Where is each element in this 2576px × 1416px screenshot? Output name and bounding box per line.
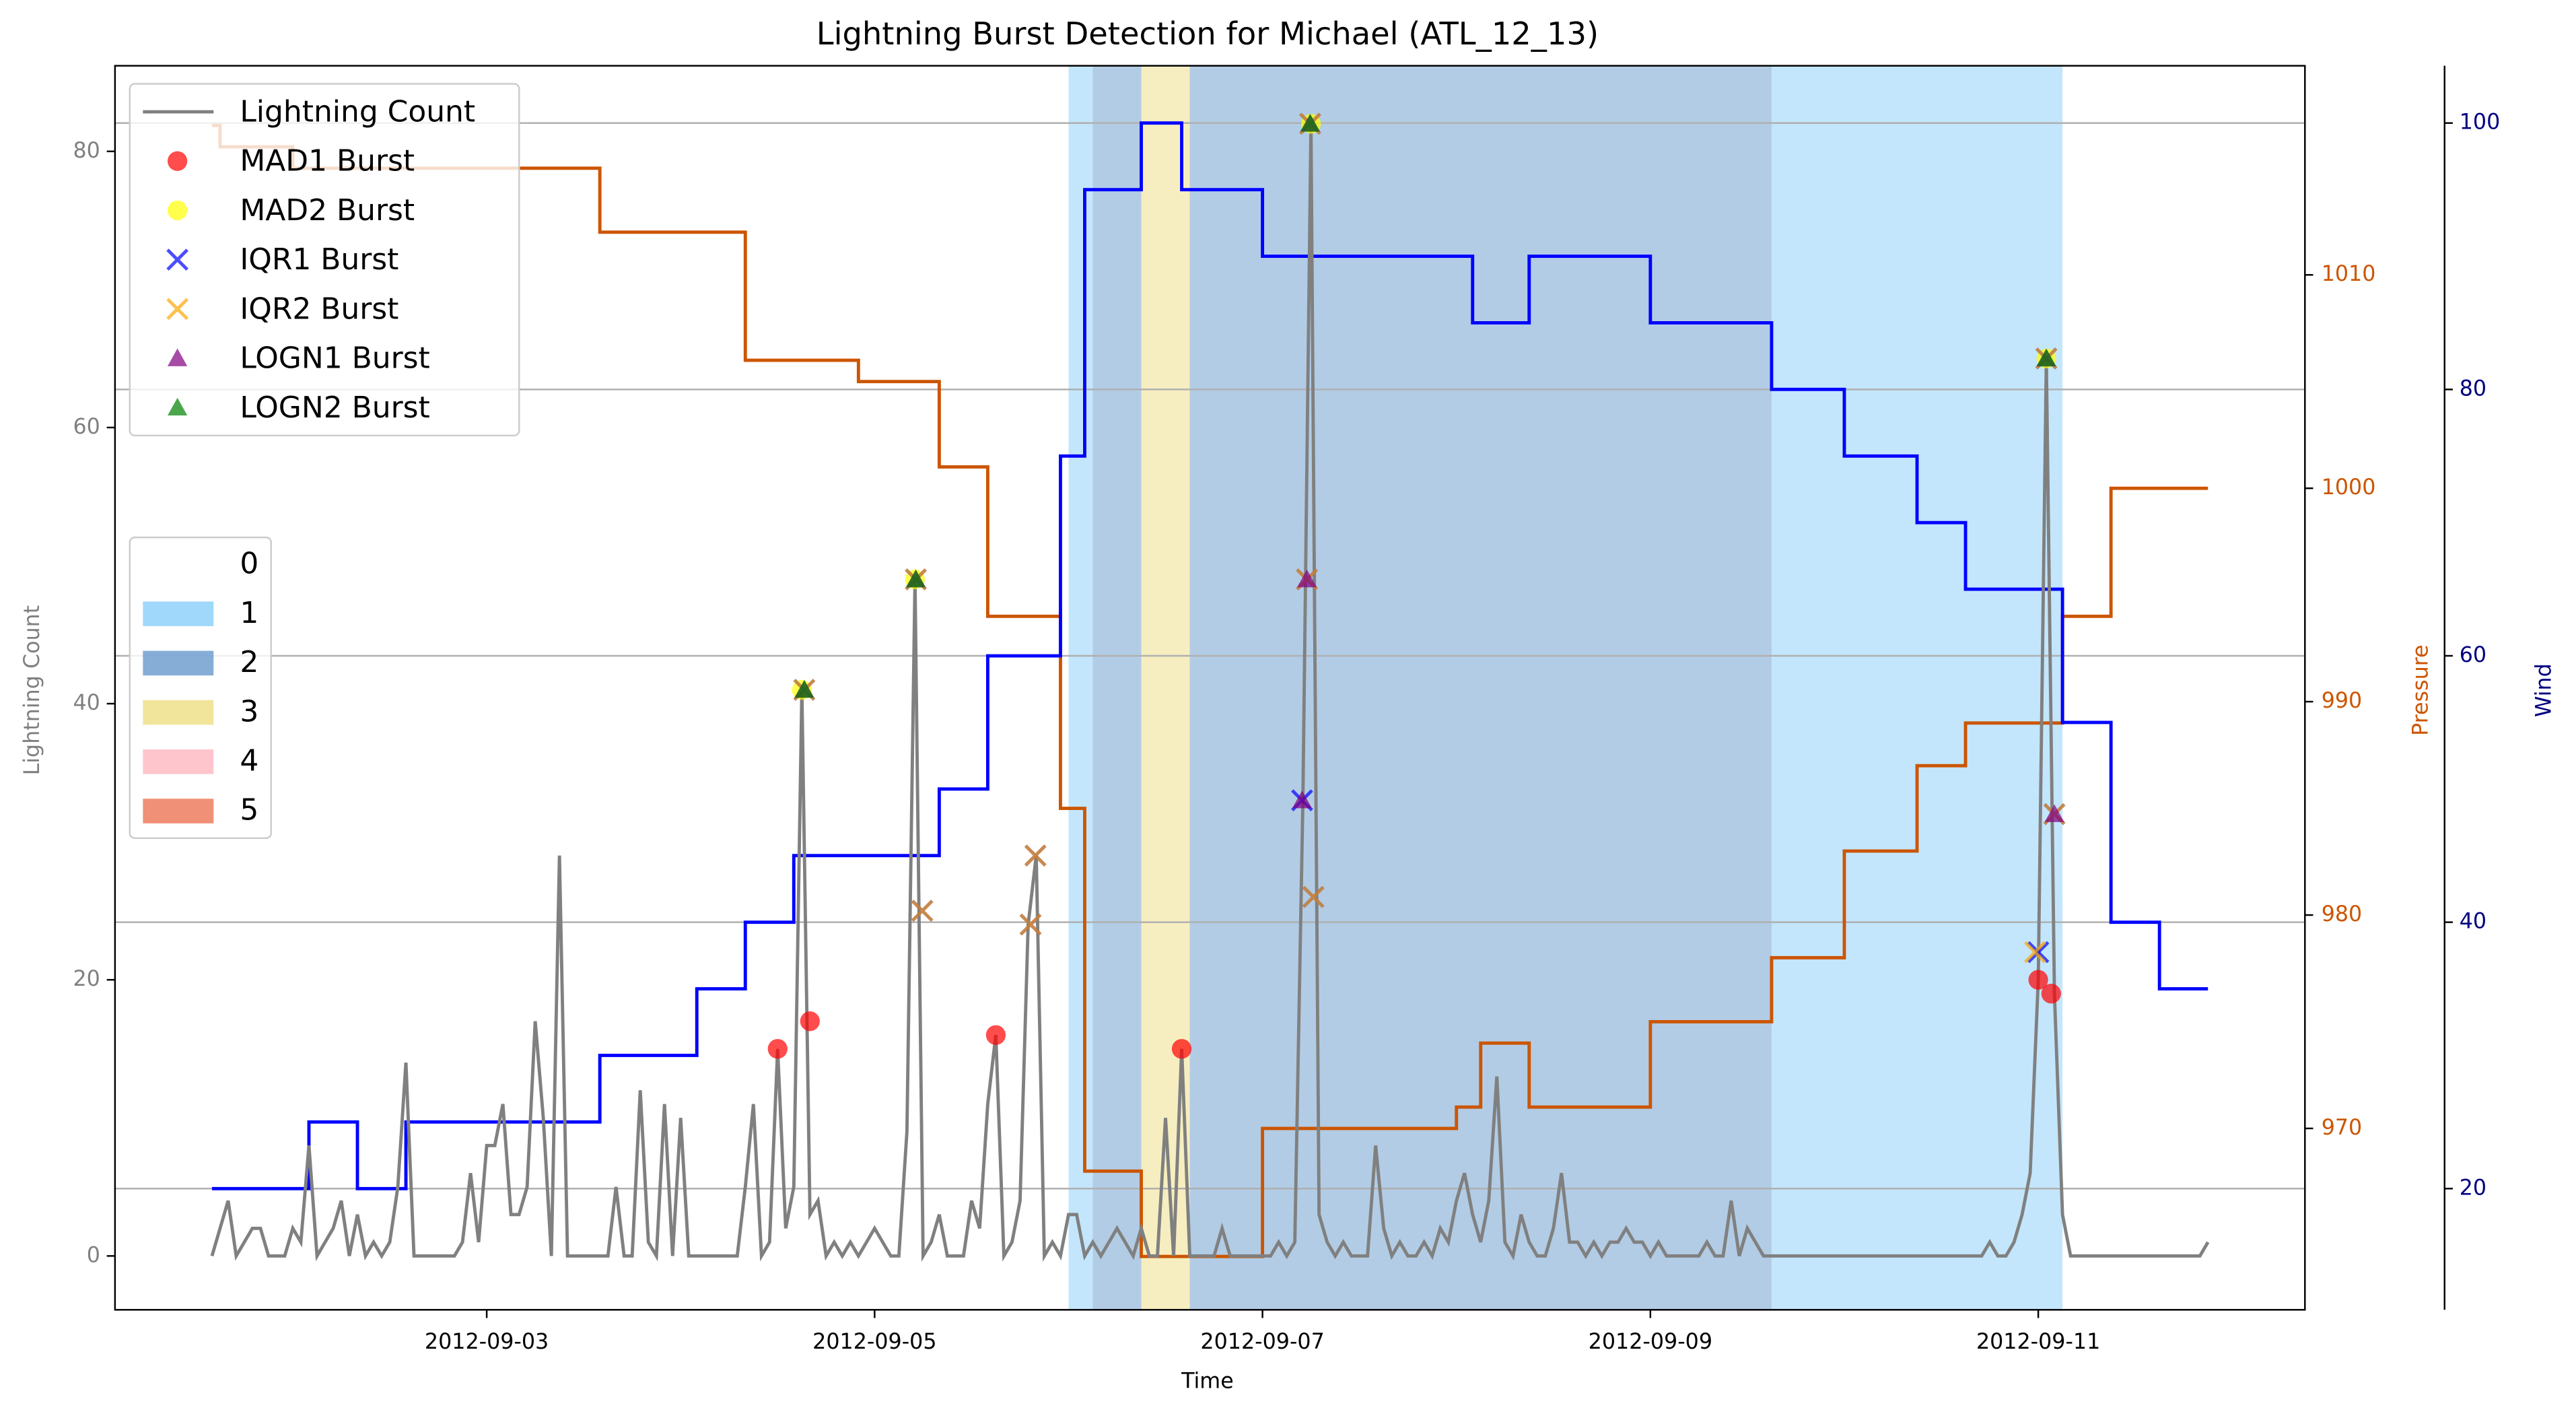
pressure-tick-label: 1000 <box>2322 475 2376 500</box>
marks-layer <box>767 112 2066 1059</box>
lines-layer <box>210 121 2210 1262</box>
y-tick-label: 20 <box>73 967 100 991</box>
burst-marker <box>794 679 814 698</box>
legend-label: LOGN1 Burst <box>240 341 429 376</box>
burst-marker <box>167 151 188 171</box>
category-legend-swatch <box>143 650 214 676</box>
burst-marker <box>167 397 188 416</box>
category-span <box>1092 65 1142 1310</box>
category-legend-swatch <box>143 601 214 626</box>
wind-tick-label: 60 <box>2460 643 2486 667</box>
category-span <box>1068 65 1093 1310</box>
burst-marker <box>2036 348 2056 367</box>
legend-label: LOGN2 Burst <box>240 391 429 425</box>
x-tick-label: 2012-09-03 <box>425 1330 549 1354</box>
legend-box <box>129 83 520 437</box>
axes-layer: Lightning Burst Detection for Michael (A… <box>20 15 2556 1393</box>
category-legend-swatch <box>143 749 214 774</box>
category-legend-label: 0 <box>240 547 258 581</box>
burst-marker <box>1171 1039 1192 1059</box>
legend-label: MAD1 Burst <box>240 144 415 178</box>
wind-axis-label: Wind <box>2532 663 2556 717</box>
legend-label: MAD2 Burst <box>240 193 415 228</box>
legend: Lightning Count MAD1 Burst MAD2 Burst IQR1 … <box>129 83 520 437</box>
pressure-tick-label: 990 <box>2322 689 2363 713</box>
x-tick-label: 2012-09-09 <box>1589 1330 1712 1354</box>
x-tick-label: 2012-09-11 <box>1976 1330 2100 1354</box>
burst-marker <box>2028 970 2048 990</box>
x-tick-label: 2012-09-05 <box>812 1330 936 1354</box>
burst-marker <box>1302 885 1325 908</box>
burst-marker <box>905 569 926 588</box>
y-tick-label: 0 <box>87 1243 100 1267</box>
x-tick-label: 2012-09-07 <box>1200 1330 1324 1354</box>
y-tick-label: 80 <box>73 139 100 163</box>
legend-label: IQR1 Burst <box>240 242 398 277</box>
burst-marker <box>1292 790 1313 809</box>
y-tick-label: 40 <box>73 691 100 715</box>
pressure-axis-label: Pressure <box>2409 644 2433 735</box>
pressure-tick-label: 1010 <box>2322 262 2376 286</box>
category-legend-label: 2 <box>240 645 258 679</box>
y-axis-label: Lightning Count <box>20 605 44 776</box>
burst-marker <box>2027 941 2050 964</box>
wind-tick-label: 40 <box>2460 910 2486 934</box>
pressure-line <box>211 123 2208 1258</box>
lightning-line <box>210 123 2210 1262</box>
burst-marker <box>911 900 934 922</box>
pressure-tick-label: 970 <box>2322 1116 2363 1140</box>
y-tick-label: 60 <box>73 415 100 439</box>
wind-tick-label: 80 <box>2460 376 2486 401</box>
category-span <box>1771 65 2063 1310</box>
category-span <box>1141 65 1190 1310</box>
burst-marker <box>985 1025 1006 1045</box>
burst-marker <box>2023 941 2046 964</box>
category-legend-label: 1 <box>240 596 258 630</box>
category-legend-swatch <box>143 552 214 577</box>
chart-title: Lightning Burst Detection for Michael (A… <box>816 15 1599 52</box>
pressure-tick-label: 980 <box>2322 902 2363 926</box>
burst-marker <box>767 1039 788 1059</box>
burst-marker <box>800 1011 820 1032</box>
x-axis-label: Time <box>1181 1370 1234 1394</box>
category-legend-label: 5 <box>240 793 258 828</box>
legend-label: IQR2 Burst <box>240 292 398 326</box>
burst-marker <box>166 298 188 321</box>
category-legend-label: 4 <box>240 744 258 778</box>
wind-tick-label: 100 <box>2460 110 2501 135</box>
burst-marker <box>2044 804 2064 822</box>
category-legend-swatch <box>143 700 214 725</box>
wind-tick-label: 20 <box>2460 1176 2486 1200</box>
shading-layer <box>1068 65 2063 1310</box>
burst-marker <box>2041 984 2061 1004</box>
plot-frame <box>114 65 2306 1311</box>
burst-marker <box>1024 844 1047 867</box>
burst-marker <box>1300 114 1321 132</box>
legend-label: Lightning Count <box>240 94 475 129</box>
burst-marker <box>1296 569 1317 588</box>
category-legend-swatch <box>143 799 214 823</box>
category-span <box>1189 65 1772 1310</box>
wind-line <box>211 121 2208 1190</box>
burst-marker <box>167 200 188 221</box>
burst-marker <box>166 248 188 271</box>
burst-marker <box>1019 913 1042 936</box>
category-legend-label: 3 <box>240 694 258 729</box>
burst-marker <box>167 348 188 366</box>
category-legend: 0 1 2 3 4 5 <box>129 536 272 840</box>
